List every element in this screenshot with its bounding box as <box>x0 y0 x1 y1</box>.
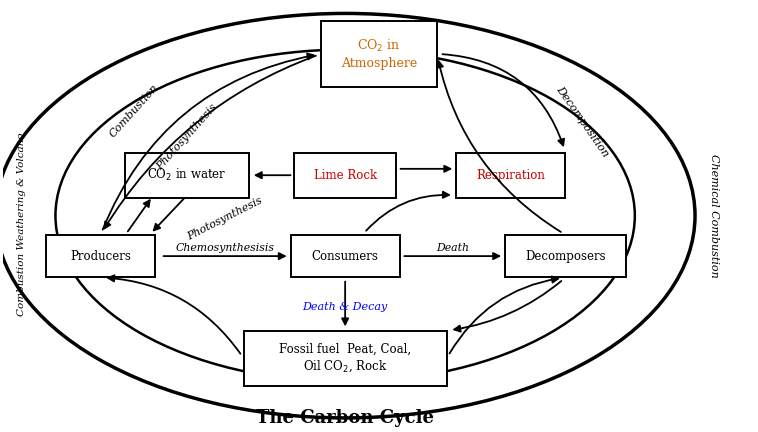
Text: Chemical Combustion: Chemical Combustion <box>709 154 719 277</box>
FancyBboxPatch shape <box>456 153 565 197</box>
FancyBboxPatch shape <box>290 235 399 277</box>
FancyBboxPatch shape <box>294 153 396 197</box>
FancyBboxPatch shape <box>243 330 446 386</box>
Text: CO$_2$ in water: CO$_2$ in water <box>147 167 227 183</box>
Text: Death & Decay: Death & Decay <box>302 302 388 312</box>
Text: Chemosynthesisis: Chemosynthesisis <box>175 243 274 253</box>
Text: Photosynthesis: Photosynthesis <box>186 196 264 242</box>
Text: Lime Rock: Lime Rock <box>314 169 377 182</box>
Text: Decomposers: Decomposers <box>525 250 606 263</box>
FancyBboxPatch shape <box>125 153 249 197</box>
Text: Combustion Weathering & Volcano: Combustion Weathering & Volcano <box>17 133 26 316</box>
Text: Combustion: Combustion <box>108 83 161 140</box>
Text: Producers: Producers <box>70 250 131 263</box>
Text: The Carbon Cycle: The Carbon Cycle <box>256 409 434 427</box>
Text: Consumers: Consumers <box>312 250 378 263</box>
FancyBboxPatch shape <box>506 235 626 277</box>
Text: Photosynthesis: Photosynthesis <box>155 102 219 172</box>
Text: Fossil fuel  Peat, Coal,
Oil CO$_2$, Rock: Fossil fuel Peat, Coal, Oil CO$_2$, Rock <box>279 343 411 374</box>
Text: Death: Death <box>437 243 469 253</box>
Text: Decomposition: Decomposition <box>554 85 610 159</box>
Text: Respiration: Respiration <box>476 169 545 182</box>
Text: CO$_2$ in
Atmosphere: CO$_2$ in Atmosphere <box>341 38 417 70</box>
FancyBboxPatch shape <box>321 21 437 87</box>
FancyBboxPatch shape <box>46 235 155 277</box>
